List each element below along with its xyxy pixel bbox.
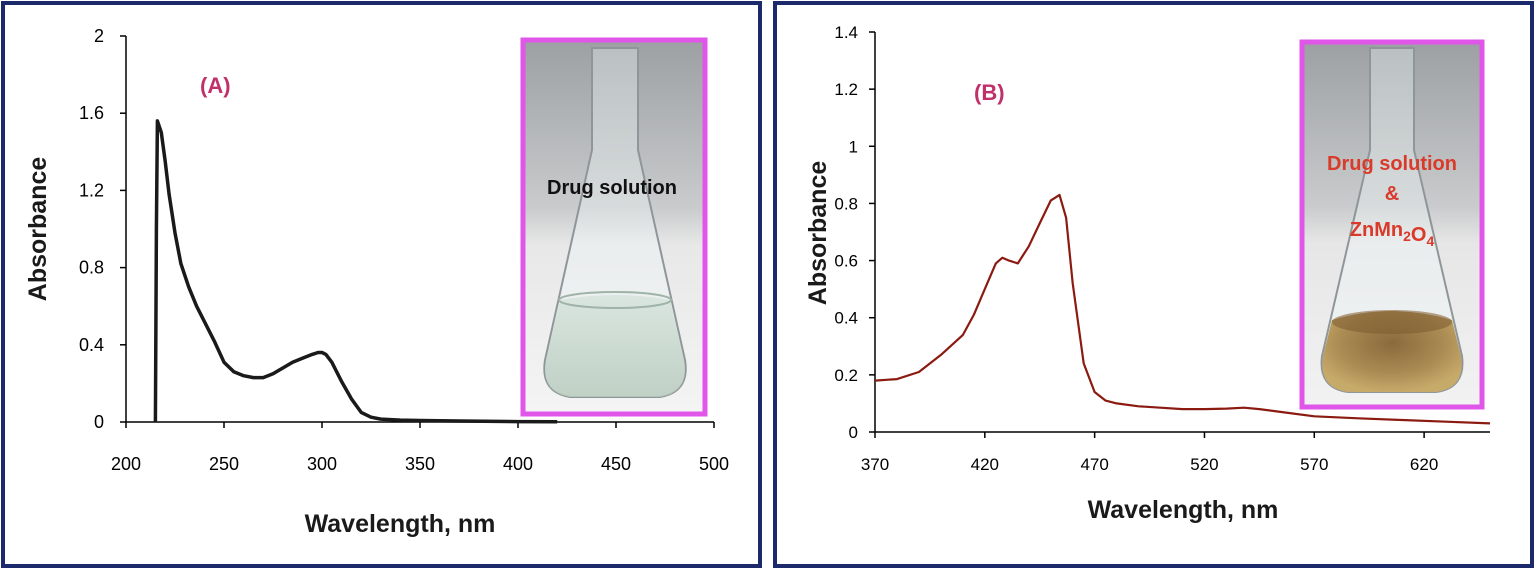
panel-b-x-tick-label: 370 [861,455,889,474]
panel-b-y-tick-label: 1.2 [834,80,858,99]
panel-b-x-tick-label: 470 [1080,455,1108,474]
panel-b-y-tick-label: 0 [849,423,858,442]
panel-b: 370 420 470 520 570 620 0 0.2 0.4 0.6 0.8 1 1.2 1.4 (… [804,23,1491,524]
panel-b-label: (B) [974,80,1005,105]
panel-a-y-tick-label: 0.8 [79,258,104,278]
panel-a-inset-photo: Drug solution [520,37,708,417]
panel-b-y-tick-label: 0.2 [834,366,858,385]
panel-a-ticks: 200 250 300 350 400 450 500 0 0.4 0.8 1.2 1.6 2 [79,26,729,474]
panel-b-inset-photo: Drug solution & ZnMn2O4 [1299,39,1485,410]
panel-a-x-tick-label: 500 [699,454,729,474]
panel-a-ylabel: Absorbance [24,157,52,302]
panel-b-x-tick-label: 620 [1410,455,1438,474]
panel-b-xlabel: Wavelength, nm [1088,496,1279,524]
panel-a-y-tick-label: 2 [94,26,104,46]
panel-b-y-tick-label: 1 [849,137,858,156]
panel-b-inset-caption-line-3: ZnMn2O4 [1350,219,1435,249]
panel-b-y-tick-label: 0.8 [834,194,858,213]
panel-b-x-tick-label: 570 [1300,455,1328,474]
panel-a-x-tick-label: 200 [111,454,141,474]
panel-a-y-tick-label: 1.6 [79,103,104,123]
panel-b-ticks: 370 420 470 520 570 620 0 0.2 0.4 0.6 0.8 1 1.2 1.4 [834,23,1438,474]
panel-a-xlabel: Wavelength, nm [305,510,496,538]
panel-a-inset-caption: Drug solution [547,177,677,199]
panel-b-inset-caption-line-2: & [1385,183,1399,205]
panel-a-x-tick-label: 250 [209,454,239,474]
panel-a-y-tick-label: 1.2 [79,180,104,200]
panel-a-x-tick-label: 450 [601,454,631,474]
panel-a-x-tick-label: 300 [307,454,337,474]
panel-b-y-tick-label: 0.6 [834,252,858,271]
panel-b-x-tick-label: 520 [1190,455,1218,474]
panel-b-y-tick-label: 0.4 [834,309,858,328]
panel-a-series-line [153,119,558,424]
panel-a-x-tick-label: 350 [405,454,435,474]
panel-b-ylabel: Absorbance [804,161,832,306]
panel-a-y-tick-label: 0.4 [79,335,104,355]
panel-b-y-tick-label: 1.4 [834,23,858,42]
panel-a-y-tick-label: 0 [94,412,104,432]
panel-b-axes [874,32,1490,433]
panel-b-series-line [874,193,1491,425]
panel-a-label: (A) [200,73,231,98]
panel-b-x-tick-label: 420 [971,455,999,474]
panel-b-inset-caption-line-1: Drug solution [1327,153,1457,175]
panel-a-x-tick-label: 400 [503,454,533,474]
